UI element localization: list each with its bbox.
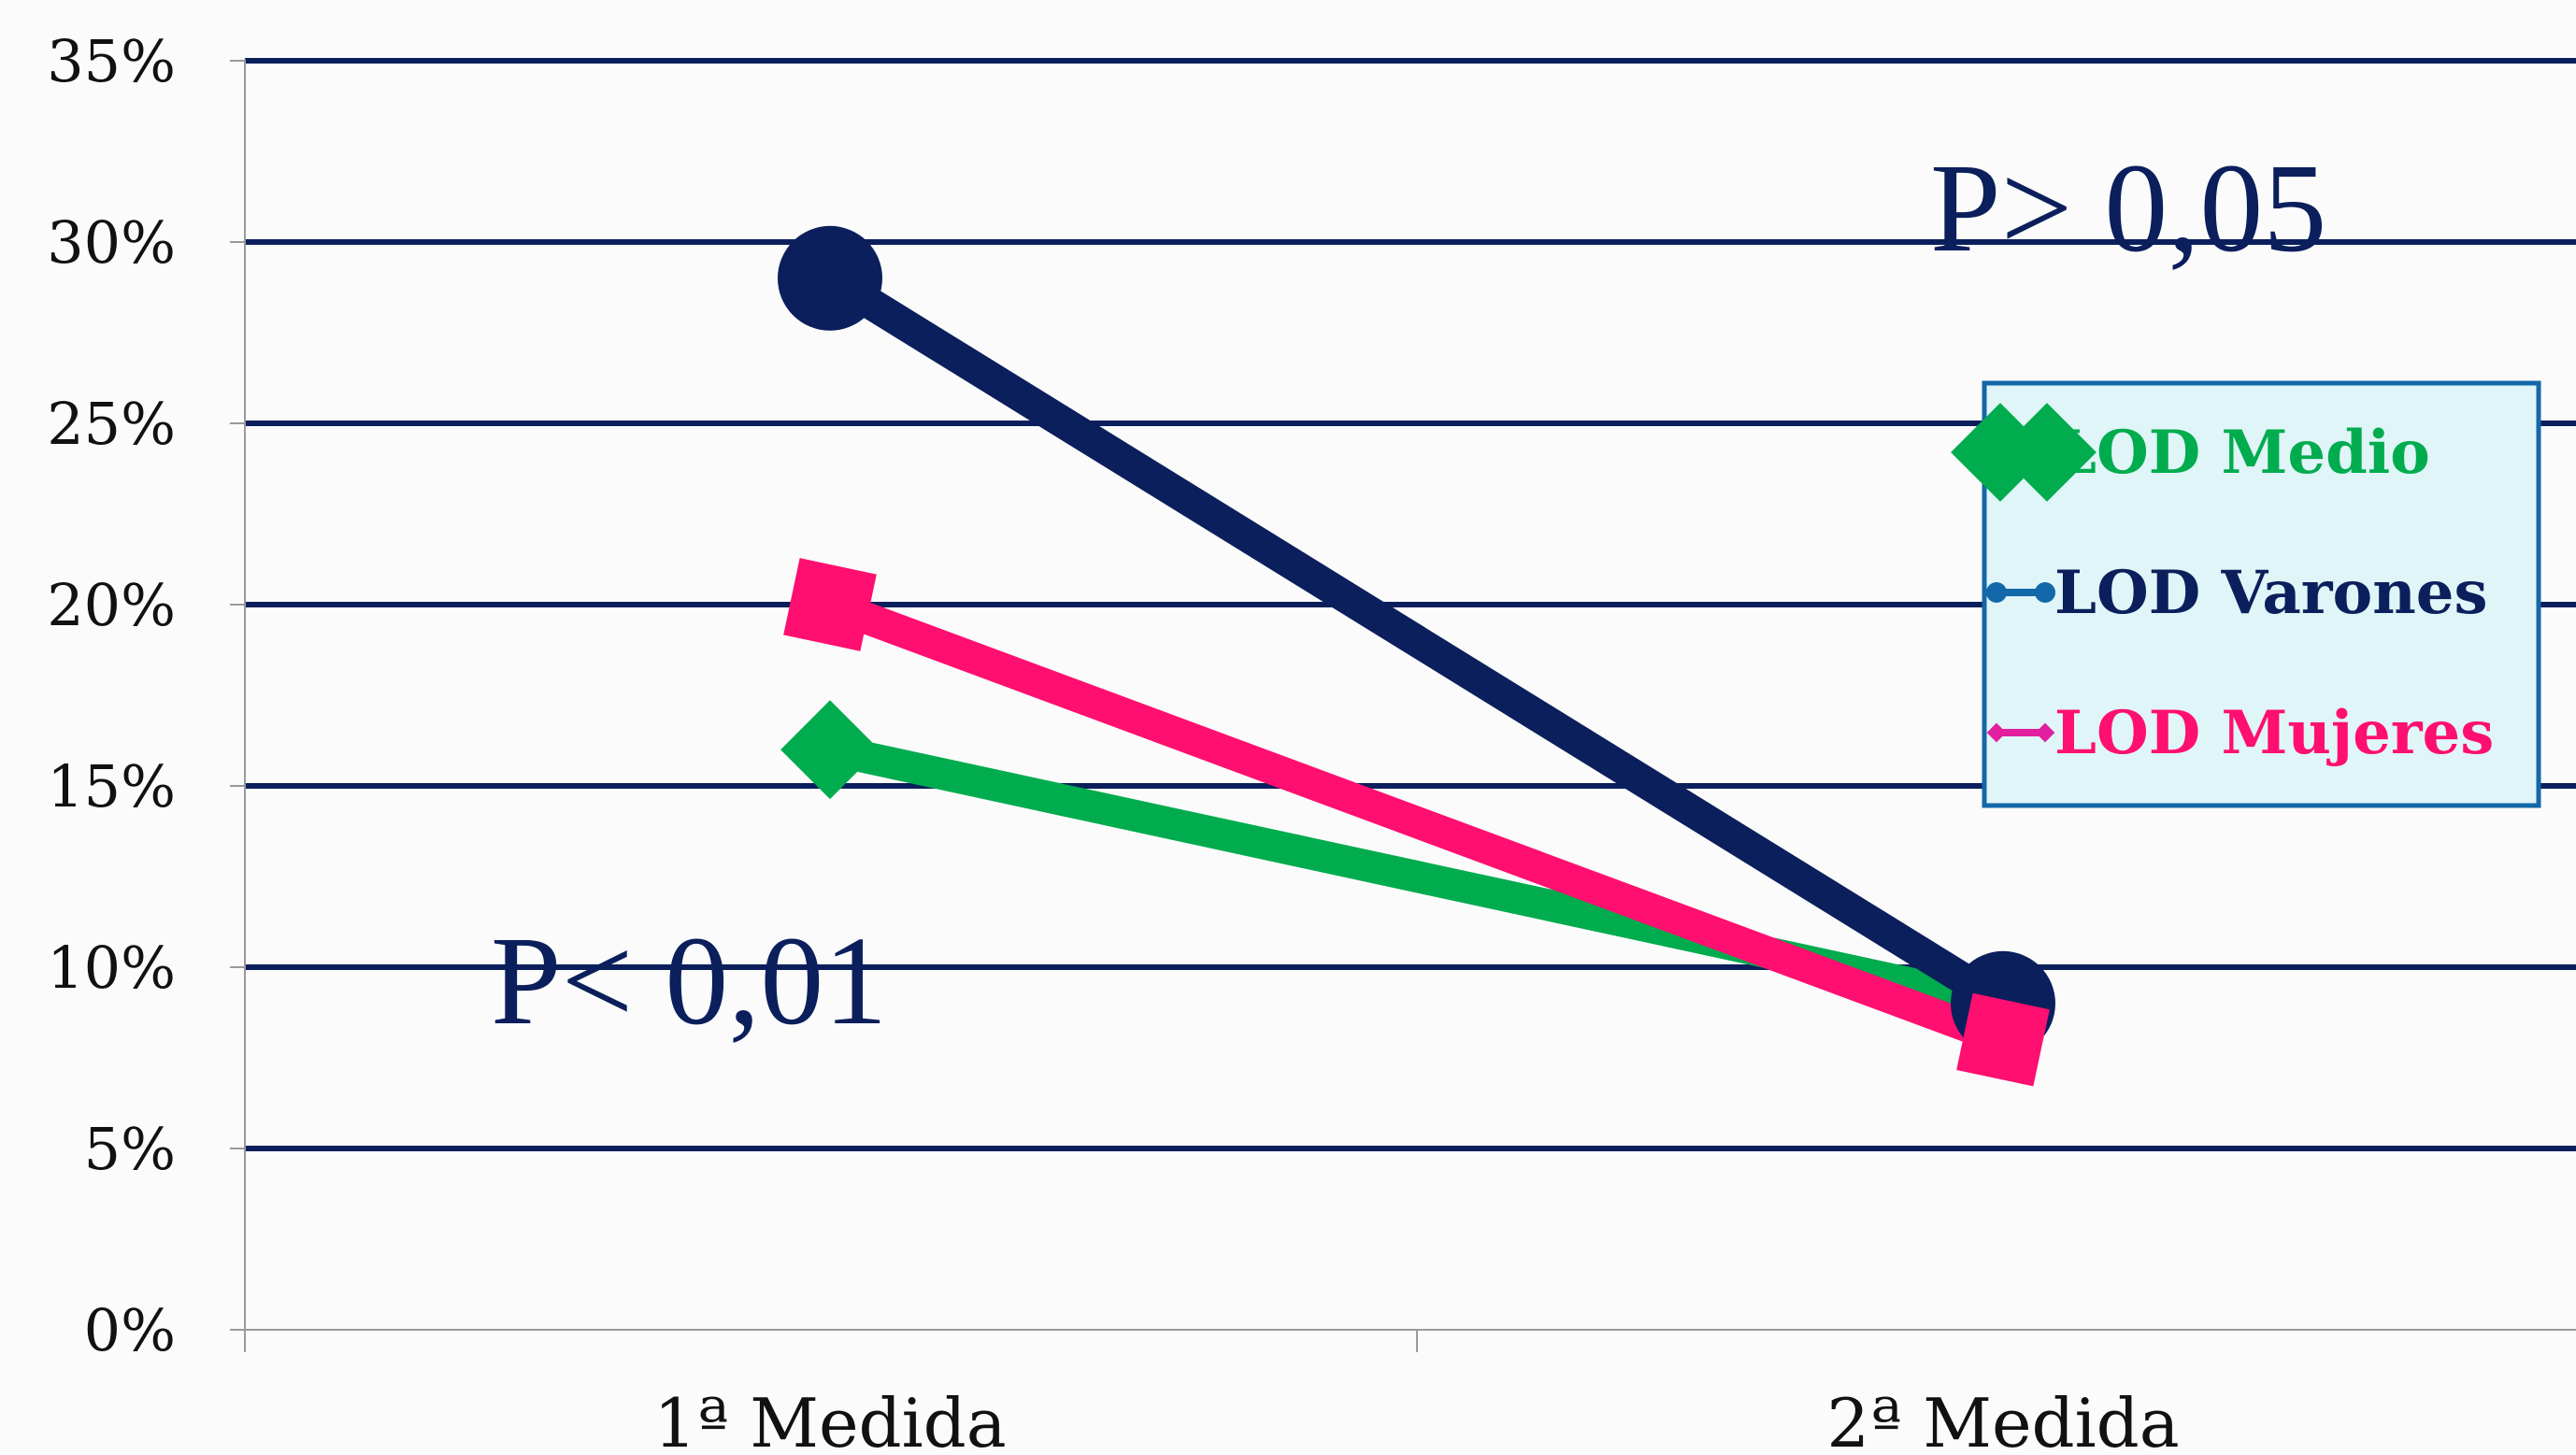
annotation-p-gt-005: P> 0,05: [1930, 138, 2326, 278]
legend-label-lod-mujeres: LOD Mujeres: [2054, 698, 2494, 768]
legend-label-lod-varones: LOD Varones: [2054, 558, 2487, 628]
y-tick-label: 15%: [47, 752, 176, 820]
legend: LOD Medio LOD Varones LOD Mujeres: [1951, 380, 2541, 808]
y-tick-label: 30%: [47, 208, 176, 277]
x-tick-label: 2ª Medida: [1826, 1384, 2179, 1455]
y-axis-tick-labels: 0% 5% 10% 15% 20% 25% 30% 35%: [47, 27, 176, 1364]
legend-marker: [1997, 403, 2097, 502]
annotations: P> 0,05 P< 0,01: [491, 138, 2326, 1051]
legend-marker: [2035, 722, 2055, 743]
legend-marker: [2035, 582, 2055, 603]
legend-label-lod-medio: LOD Medio: [2054, 418, 2430, 488]
y-tick-label: 5%: [84, 1115, 176, 1183]
x-axis-tick-labels: 1ª Medida 2ª Medida: [653, 1384, 2179, 1455]
gridlines: [245, 58, 2576, 1151]
annotation-p-lt-001: P< 0,01: [491, 911, 887, 1051]
data-point-marker: [780, 700, 880, 800]
y-tick-label: 25%: [47, 390, 176, 458]
data-point-marker: [778, 225, 882, 331]
legend-marker: [1986, 722, 2007, 743]
legend-marker: [1986, 582, 2007, 603]
y-tick-label: 10%: [47, 934, 176, 1002]
data-point-marker: [1956, 992, 2050, 1087]
y-tick-label: 0%: [84, 1296, 176, 1364]
y-tick-label: 35%: [47, 27, 176, 95]
axes: [230, 59, 2576, 1352]
series-line-lod-varones: [822, 264, 2011, 1018]
series-markers: [778, 225, 2055, 1087]
y-tick-label: 20%: [47, 571, 176, 639]
series-line-lod-mujeres: [824, 590, 2009, 1055]
x-tick-label: 1ª Medida: [653, 1384, 1006, 1455]
data-point-marker: [783, 558, 877, 651]
series-lines: [822, 264, 2011, 1055]
